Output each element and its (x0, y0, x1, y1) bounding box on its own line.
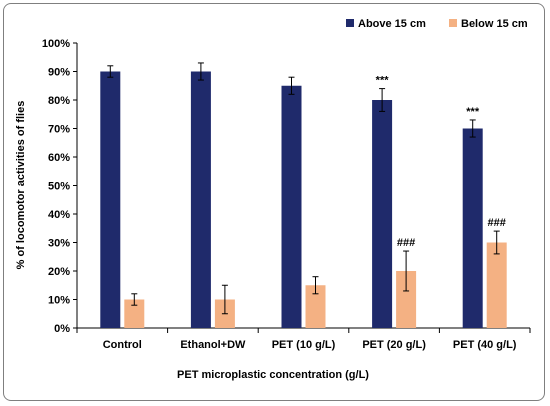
chart-frame (3, 3, 545, 401)
y-tick-label: 30% (48, 238, 70, 250)
x-tick-label: Ethanol+DW (180, 339, 246, 351)
bar (190, 71, 211, 328)
x-tick-label: PET (40 g/L) (453, 339, 517, 351)
legend-label: Below 15 cm (461, 18, 528, 30)
significance-label: *** (376, 75, 390, 87)
x-axis: Control Ethanol+DW PET (10 g/L) PET (20 g/L… (76, 327, 531, 351)
y-tick-label: 10% (48, 295, 70, 307)
legend-label: Above 15 cm (358, 18, 426, 30)
bar (100, 71, 121, 328)
significance-label: ### (488, 217, 506, 229)
bar (486, 242, 507, 328)
y-tick-label: 50% (48, 181, 70, 193)
y-tick-label: 90% (48, 67, 70, 79)
legend: Above 15 cm Below 15 cm (346, 18, 528, 30)
bar (396, 271, 417, 328)
y-tick-label: 20% (48, 266, 70, 278)
y-tick-label: 70% (48, 124, 70, 136)
x-tick-label: PET (20 g/L) (362, 339, 426, 351)
bar (281, 85, 302, 328)
x-tick-label: PET (10 g/L) (272, 339, 336, 351)
y-tick-label: 80% (48, 95, 70, 107)
bar (462, 128, 483, 328)
bars: *** *** ### ### (100, 62, 507, 328)
legend-swatch (449, 19, 457, 27)
y-tick-label: 100% (42, 38, 70, 50)
y-tick-label: 0% (54, 323, 70, 335)
y-axis: 0% 10% 20% 30% 40% 50% 60% 70% 80% 90% 100% (42, 38, 78, 335)
y-tick-label: 60% (48, 152, 70, 164)
y-axis-title: % of locomotor activities of flies (15, 101, 27, 270)
x-tick-label: Control (103, 339, 142, 351)
legend-swatch (346, 19, 354, 27)
bar (124, 299, 145, 328)
bar (372, 100, 393, 328)
significance-label: ### (397, 237, 415, 249)
x-axis-title: PET microplastic concentration (g/L) (177, 369, 369, 381)
y-tick-label: 40% (48, 209, 70, 221)
bar (305, 285, 326, 328)
significance-label: *** (466, 106, 480, 118)
